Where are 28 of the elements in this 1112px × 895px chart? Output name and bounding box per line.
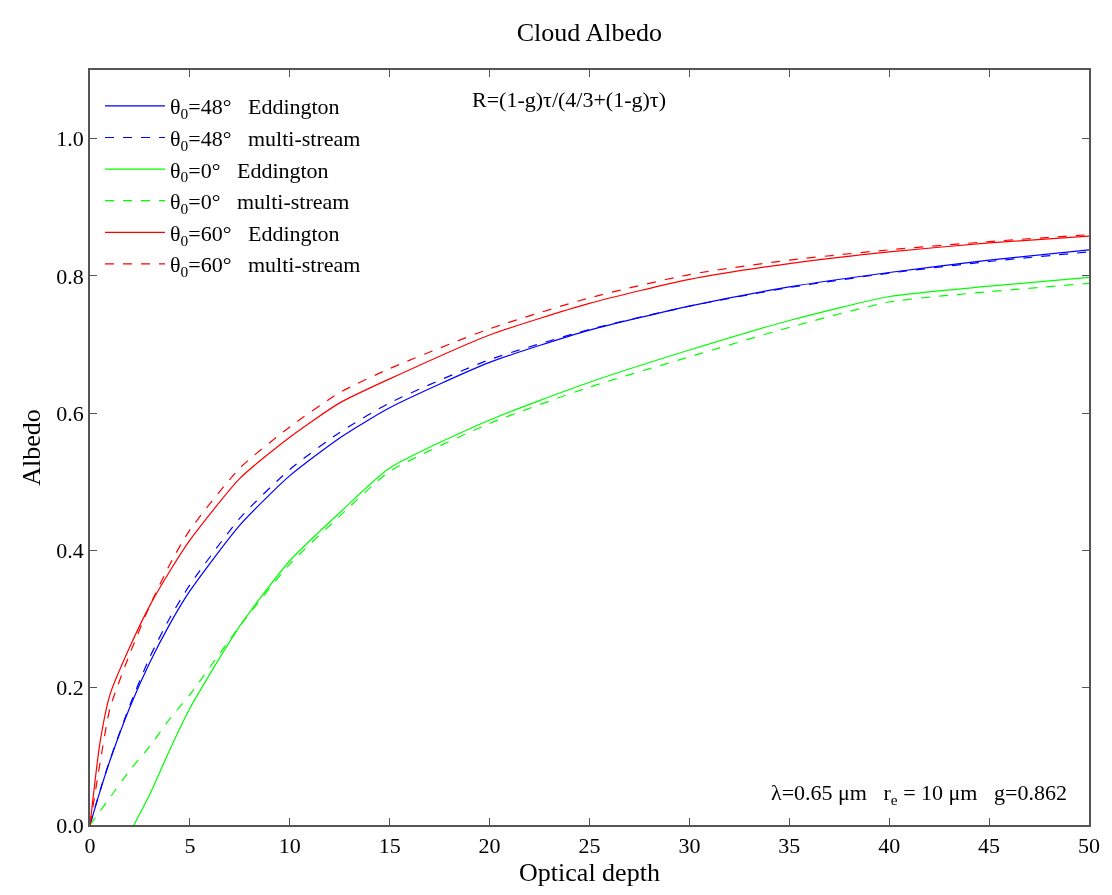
y-tick-label: 1.0 <box>56 126 84 152</box>
x-tick-label: 35 <box>778 833 801 859</box>
x-tick-label: 5 <box>184 833 196 859</box>
x-tick-label: 0 <box>84 833 96 859</box>
legend-label: θ$_{0}$=48° multi-stream <box>169 126 361 154</box>
y-tick-label: 0.4 <box>56 538 84 564</box>
chart-title: Cloud Albedo <box>516 17 662 47</box>
legend-label: θ$_{0}$=48° Eddington <box>169 94 340 123</box>
x-tick-label: 30 <box>678 833 701 859</box>
x-tick-label: 10 <box>278 833 301 859</box>
y-tick-label: 0.0 <box>56 812 84 838</box>
legend-label: θ$_{0}$=0° multi-stream <box>169 189 350 217</box>
y-tick-label: 0.2 <box>56 675 84 701</box>
y-axis-title: Albedo <box>17 409 47 486</box>
annotation: R=(1-g)τ/(4/3+(1-g)τ) <box>472 87 667 112</box>
legend-label: θ$_{0}$=60° multi-stream <box>169 252 361 281</box>
x-axis-title: Optical depth <box>519 858 660 888</box>
legend-label: θ$_{0}$=0° Eddington <box>169 157 329 186</box>
x-tick-label: 20 <box>478 833 501 859</box>
x-tick-label: 45 <box>978 833 1001 859</box>
y-tick-label: 0.8 <box>56 263 84 289</box>
x-tick-label: 25 <box>578 833 601 859</box>
legend-label: θ$_{0}$=60° Eddington <box>169 220 340 249</box>
y-tick-label: 0.6 <box>56 400 84 426</box>
annotation: λ=0.65 μm r$_{e}$ = 10 μm g=0.862 <box>771 780 1067 808</box>
x-tick-label: 40 <box>878 833 901 859</box>
x-tick-label: 50 <box>1078 833 1100 859</box>
x-tick-label: 15 <box>378 833 401 859</box>
